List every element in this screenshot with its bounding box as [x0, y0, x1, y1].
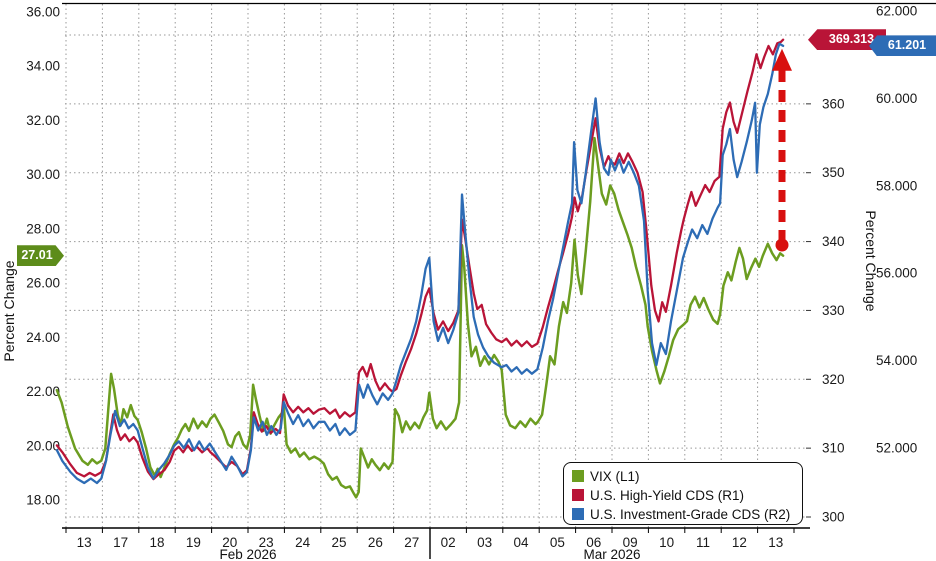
- x-tick-label: 13: [77, 535, 92, 550]
- x-tick-label: 18: [149, 535, 164, 550]
- x-tick-label: 13: [768, 535, 783, 550]
- x-tick-label: 17: [113, 535, 128, 550]
- ig-cds-last-value-tag: 61.201: [869, 35, 936, 57]
- series-line-hy-cds[interactable]: [55, 38, 785, 481]
- l1-tick-label: 26.00: [26, 276, 60, 291]
- r1-tick-label: 300: [822, 510, 845, 525]
- series-line-ig-cds[interactable]: [55, 42, 785, 485]
- r1-tick-label: 310: [822, 441, 845, 456]
- x-tick-label: 03: [477, 535, 492, 550]
- x-tick-label: 06: [586, 535, 601, 550]
- legend-label: U.S. High-Yield CDS (R1): [590, 487, 745, 503]
- legend: VIX (L1) U.S. High-Yield CDS (R1) U.S. I…: [563, 462, 803, 525]
- legend-swatch: [572, 508, 584, 520]
- x-tick-label: 24: [295, 535, 311, 550]
- l1-tick-label: 36.00: [26, 5, 60, 20]
- legend-swatch: [572, 489, 584, 501]
- r1-tick-label: 360: [822, 96, 845, 111]
- x-tick-label: 10: [659, 535, 674, 550]
- legend-swatch: [572, 470, 584, 482]
- legend-item-ig-cds[interactable]: U.S. Investment-Grade CDS (R2): [572, 505, 802, 523]
- x-tick-label: 09: [623, 535, 638, 550]
- legend-item-vix[interactable]: VIX (L1): [572, 467, 802, 485]
- x-tick-label: 25: [331, 535, 346, 550]
- r1-tick-label: 340: [822, 234, 845, 249]
- vix-last-value-tag: 27.01: [17, 245, 64, 267]
- l1-tick-label: 30.00: [26, 167, 60, 182]
- l1-tick-label: 18.00: [26, 493, 60, 508]
- series-line-vix[interactable]: [55, 136, 785, 499]
- x-tick-label: 04: [513, 535, 529, 550]
- legend-label: VIX (L1): [590, 468, 640, 484]
- x-tick-label: 19: [186, 535, 201, 550]
- x-tick-label: 12: [732, 535, 747, 550]
- hy-cds-last-value-tag: 369.313: [808, 29, 886, 51]
- r1-tick-label: 350: [822, 165, 845, 180]
- arrow-head: [772, 48, 792, 71]
- x-tick-label: 26: [368, 535, 383, 550]
- right-axis-title: Percent Change: [863, 210, 879, 312]
- r2-tick-label: 54.000: [876, 353, 917, 368]
- x-tick-label: 23: [259, 535, 274, 550]
- r2-tick-label: 60.000: [876, 91, 917, 106]
- x-tick-label: 20: [222, 535, 237, 550]
- month-label-feb: Feb 2026: [219, 547, 277, 561]
- r2-tick-label: 56.000: [876, 266, 917, 281]
- r2-tick-label: 52.000: [876, 441, 917, 456]
- x-tick-label: 02: [441, 535, 456, 550]
- l1-tick-label: 20.00: [26, 438, 60, 453]
- left-axis-title: Percent Change: [1, 260, 17, 362]
- x-tick-label: 11: [696, 535, 710, 550]
- spread-arrow: [772, 48, 792, 252]
- x-tick-label: 27: [404, 535, 419, 550]
- r1-tick-label: 330: [822, 303, 845, 318]
- x-tick-label: 05: [550, 535, 565, 550]
- r2-tick-label: 58.000: [876, 178, 917, 193]
- l1-tick-label: 34.00: [26, 59, 60, 74]
- l1-tick-label: 28.00: [26, 221, 60, 236]
- l1-tick-label: 32.00: [26, 113, 60, 128]
- month-label-mar: Mar 2026: [583, 547, 641, 561]
- legend-item-hy-cds[interactable]: U.S. High-Yield CDS (R1): [572, 486, 802, 504]
- legend-label: U.S. Investment-Grade CDS (R2): [590, 506, 791, 522]
- l1-tick-label: 24.00: [26, 330, 60, 345]
- r2-tick-label: 62.000: [876, 4, 917, 19]
- l1-tick-label: 22.00: [26, 384, 60, 399]
- r1-tick-label: 320: [822, 372, 845, 387]
